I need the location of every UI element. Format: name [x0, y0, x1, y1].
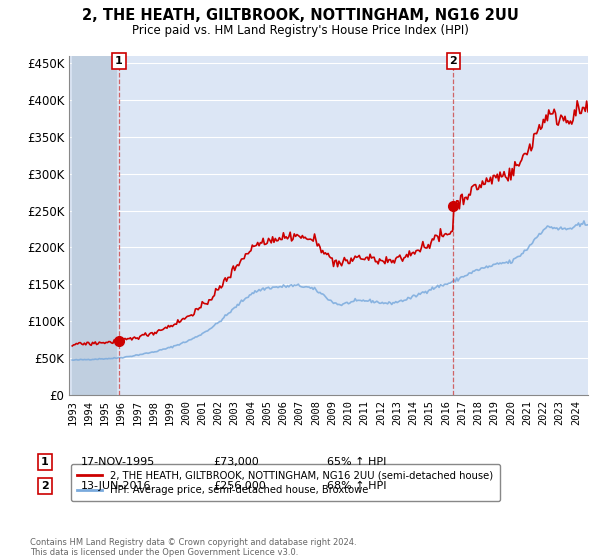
Text: £73,000: £73,000	[213, 457, 259, 467]
Legend: 2, THE HEATH, GILTBROOK, NOTTINGHAM, NG16 2UU (semi-detached house), HPI: Averag: 2, THE HEATH, GILTBROOK, NOTTINGHAM, NG1…	[71, 464, 500, 501]
Text: Contains HM Land Registry data © Crown copyright and database right 2024.
This d: Contains HM Land Registry data © Crown c…	[30, 538, 356, 557]
Text: 13-JUN-2016: 13-JUN-2016	[81, 481, 151, 491]
Text: 17-NOV-1995: 17-NOV-1995	[81, 457, 155, 467]
Text: 65% ↑ HPI: 65% ↑ HPI	[327, 457, 386, 467]
Text: 2: 2	[41, 481, 49, 491]
Text: Price paid vs. HM Land Registry's House Price Index (HPI): Price paid vs. HM Land Registry's House …	[131, 24, 469, 36]
Text: 68% ↑ HPI: 68% ↑ HPI	[327, 481, 386, 491]
Text: 2, THE HEATH, GILTBROOK, NOTTINGHAM, NG16 2UU: 2, THE HEATH, GILTBROOK, NOTTINGHAM, NG1…	[82, 8, 518, 24]
Text: 2: 2	[449, 56, 457, 66]
Text: £256,000: £256,000	[213, 481, 266, 491]
Bar	[72, 56, 117, 395]
Text: 1: 1	[115, 56, 123, 66]
Text: 1: 1	[41, 457, 49, 467]
